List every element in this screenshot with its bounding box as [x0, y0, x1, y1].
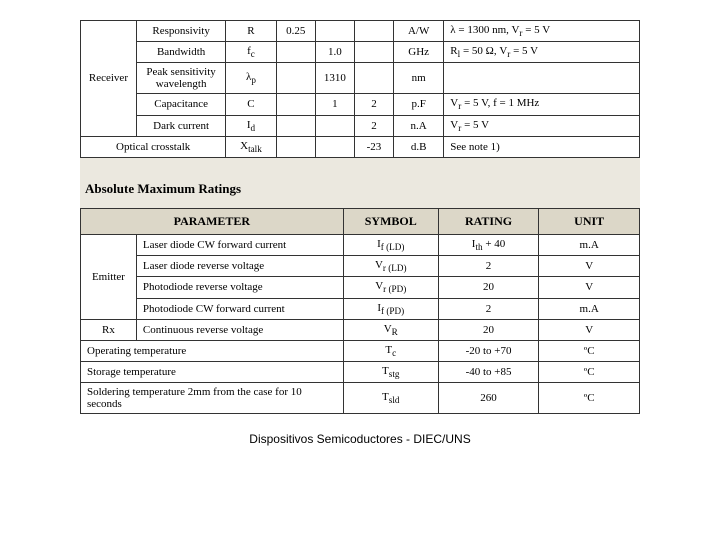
cell-unit: GHz: [394, 42, 444, 63]
cell-sym: R: [226, 21, 276, 42]
cell-cond: [444, 63, 640, 94]
cell-rating: 2: [438, 298, 539, 319]
cell-sym: C: [226, 94, 276, 115]
cell-c1: [276, 63, 315, 94]
cell-sym: Tstg: [343, 362, 438, 383]
cell-param: Laser diode CW forward current: [136, 234, 343, 255]
cell-param: Laser diode reverse voltage: [136, 256, 343, 277]
cell-param: Capacitance: [136, 94, 225, 115]
cell-unit: m.A: [539, 298, 640, 319]
cell-rating: Ith + 40: [438, 234, 539, 255]
cell-sym: If (PD): [343, 298, 438, 319]
cell-c2: [315, 115, 354, 136]
cell-sym: Vr (LD): [343, 256, 438, 277]
col-header: UNIT: [539, 208, 640, 234]
cell-c1: [276, 115, 315, 136]
receiver-group-label: Receiver: [81, 21, 137, 137]
abs-max-section: Absolute Maximum Ratings PARAMETERSYMBOL…: [80, 158, 640, 414]
cell-rating: 260: [438, 383, 539, 414]
cell-sym: VR: [343, 319, 438, 340]
emitter-group-label: Emitter: [81, 234, 137, 319]
cell-cond: See note 1): [444, 136, 640, 157]
cell-unit: V: [539, 256, 640, 277]
cell-rating: -20 to +70: [438, 340, 539, 361]
cell-c3: [354, 42, 393, 63]
cell-sym: Vr (PD): [343, 277, 438, 298]
cell-param: Continuous reverse voltage: [136, 319, 343, 340]
cell-sym: Tsld: [343, 383, 438, 414]
cell-unit: A/W: [394, 21, 444, 42]
cell-c1: 0.25: [276, 21, 315, 42]
cell-c1: [276, 94, 315, 115]
cell-param: Storage temperature: [81, 362, 344, 383]
cell-unit: nm: [394, 63, 444, 94]
cell-c3: -23: [354, 136, 393, 157]
cell-unit: ºC: [539, 362, 640, 383]
cell-c3: [354, 63, 393, 94]
cell-sym: If (LD): [343, 234, 438, 255]
abs-max-table: PARAMETERSYMBOLRATINGUNIT EmitterLaser d…: [80, 208, 640, 414]
cell-c2: [315, 21, 354, 42]
cell-sym: Xtalk: [226, 136, 276, 157]
receiver-table: ReceiverResponsivityR0.25 A/Wλ = 1300 nm,…: [80, 20, 640, 158]
cell-c2: 1310: [315, 63, 354, 94]
cell-rating: 2: [438, 256, 539, 277]
cell-unit: ºC: [539, 340, 640, 361]
cell-param: Responsivity: [136, 21, 225, 42]
cell-unit: V: [539, 319, 640, 340]
cell-c1: [276, 42, 315, 63]
cell-cond: Vr = 5 V, f = 1 MHz: [444, 94, 640, 115]
cell-param: Bandwidth: [136, 42, 225, 63]
cell-param: Optical crosstalk: [81, 136, 226, 157]
cell-c2: [315, 136, 354, 157]
cell-sym: λp: [226, 63, 276, 94]
col-header: RATING: [438, 208, 539, 234]
cell-sym: fc: [226, 42, 276, 63]
col-header: SYMBOL: [343, 208, 438, 234]
cell-rating: 20: [438, 277, 539, 298]
cell-c2: 1: [315, 94, 354, 115]
cell-cond: Vr = 5 V: [444, 115, 640, 136]
cell-unit: V: [539, 277, 640, 298]
cell-rating: -40 to +85: [438, 362, 539, 383]
cell-param: Photodiode CW forward current: [136, 298, 343, 319]
cell-param: Photodiode reverse voltage: [136, 277, 343, 298]
cell-param: Peak sensitivity wavelength: [136, 63, 225, 94]
cell-rating: 20: [438, 319, 539, 340]
cell-param: Soldering temperature 2mm from the case …: [81, 383, 344, 414]
cell-c3: 2: [354, 115, 393, 136]
cell-param: Operating temperature: [81, 340, 344, 361]
cell-unit: n.A: [394, 115, 444, 136]
cell-c3: 2: [354, 94, 393, 115]
cell-unit: ºC: [539, 383, 640, 414]
cell-c2: 1.0: [315, 42, 354, 63]
col-header: PARAMETER: [81, 208, 344, 234]
cell-c1: [276, 136, 315, 157]
cell-c3: [354, 21, 393, 42]
section-heading: Absolute Maximum Ratings: [80, 176, 640, 202]
cell-cond: Rl = 50 Ω, Vr = 5 V: [444, 42, 640, 63]
cell-unit: d.B: [394, 136, 444, 157]
cell-param: Dark current: [136, 115, 225, 136]
rx-group-label: Rx: [81, 319, 137, 340]
cell-unit: p.F: [394, 94, 444, 115]
cell-unit: m.A: [539, 234, 640, 255]
cell-cond: λ = 1300 nm, Vr = 5 V: [444, 21, 640, 42]
cell-sym: Tc: [343, 340, 438, 361]
footer-text: Dispositivos Semicoductores - DIEC/UNS: [80, 432, 640, 446]
cell-sym: Id: [226, 115, 276, 136]
